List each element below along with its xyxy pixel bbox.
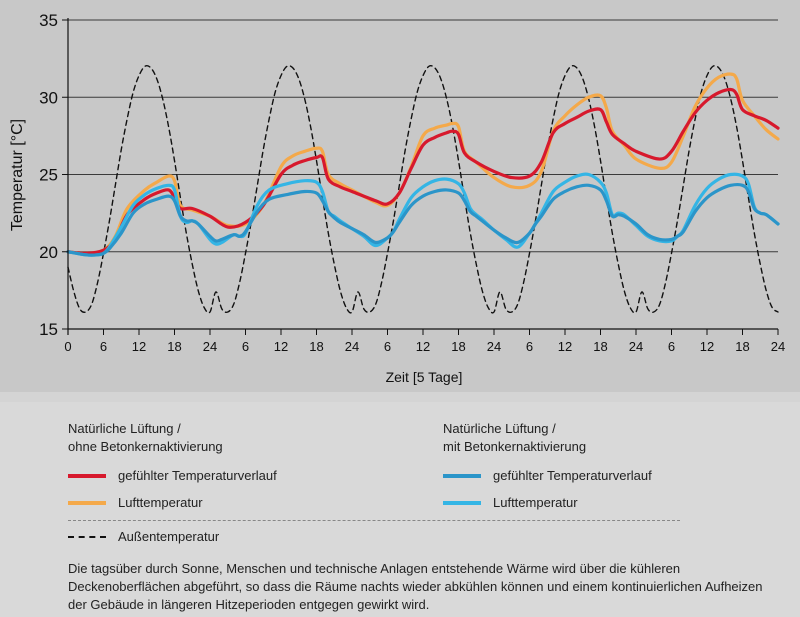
legend-item-red-felt: gefühlter Temperaturverlauf [68,467,398,485]
x-tick-label: 18 [451,339,465,354]
x-tick-label: 24 [487,339,501,354]
legend-right-title-line2: mit Betonkernaktivierung [443,439,587,454]
x-tick-label: 12 [416,339,430,354]
x-tick-label: 12 [558,339,572,354]
x-tick-label: 12 [132,339,146,354]
legend-label-blue-felt: gefühlter Temperaturverlauf [493,468,652,483]
y-tick-label: 20 [39,243,58,262]
y-tick-label: 25 [39,166,58,185]
legend-item-outside: Außentemperatur [68,528,398,546]
grid-layer [68,19,778,330]
legend-swatch-blue-light [443,501,481,505]
legend-left-title: Natürliche Lüftung / ohne Betonkernaktiv… [68,420,223,456]
legend-swatch-red [68,474,106,478]
x-tick-label: 18 [167,339,181,354]
legend-label-outside: Außentemperatur [118,529,220,544]
legend-separator [68,520,680,521]
x-tick-label: 6 [668,339,675,354]
legend-right-title-line1: Natürliche Lüftung / [443,421,556,436]
legend-swatch-blue-dark [443,474,481,478]
legend-item-orange-air: Lufttemperatur [68,494,398,512]
series-air-with [66,172,780,257]
legend-left-title-line1: Natürliche Lüftung / [68,421,181,436]
series-felt-without [66,87,780,255]
legend-label-red-felt: gefühlter Temperaturverlauf [118,468,277,483]
legend-right-title: Natürliche Lüftung / mit Betonkernaktivi… [443,420,586,456]
x-tick-label: 18 [593,339,607,354]
axis-layer: 15 20 25 30 35 0 6 12 18 24 6 12 18 24 6 12 18 24 6 12 18 24 6… [39,11,785,354]
chart-panel: 15 20 25 30 35 0 6 12 18 24 6 12 18 24 6 12 18 24 6 12 18 24 6… [0,0,800,392]
x-tick-label: 24 [629,339,643,354]
x-tick-label: 24 [771,339,785,354]
legend-item-blue-felt: gefühlter Temperaturverlauf [443,467,773,485]
legend-label-orange-air: Lufttemperatur [118,495,203,510]
legend-swatch-orange [68,501,106,505]
series-outside-temp [67,65,779,314]
x-tick-label: 18 [309,339,323,354]
series-layer [66,65,780,314]
x-tick-label: 6 [100,339,107,354]
y-tick-label: 15 [39,320,58,339]
x-tick-label: 0 [64,339,71,354]
y-axis-label: Temperatur [°C] [9,119,26,231]
x-tick-label: 24 [345,339,359,354]
x-tick-label: 12 [700,339,714,354]
legend-left-title-line2: ohne Betonkernaktivierung [68,439,223,454]
legend-label-blue-air: Lufttemperatur [493,495,578,510]
legend-panel: Natürliche Lüftung / ohne Betonkernaktiv… [0,402,800,617]
description-text: Die tagsüber durch Sonne, Menschen und t… [68,561,763,612]
x-tick-label: 12 [274,339,288,354]
legend-item-blue-air: Lufttemperatur [443,494,773,512]
x-tick-label: 6 [242,339,249,354]
y-tick-label: 30 [39,88,58,107]
legend-swatch-dashed [68,536,106,538]
x-tick-label: 18 [735,339,749,354]
y-tick-label: 35 [39,11,58,30]
x-tick-label: 24 [203,339,217,354]
temperature-chart: 15 20 25 30 35 0 6 12 18 24 6 12 18 24 6 12 18 24 6 12 18 24 6… [9,11,785,385]
series-felt-with [66,183,780,257]
series-air-without [66,72,780,255]
x-tick-label: 6 [526,339,533,354]
x-axis-label: Zeit [5 Tage] [386,369,463,385]
x-tick-label: 6 [384,339,391,354]
